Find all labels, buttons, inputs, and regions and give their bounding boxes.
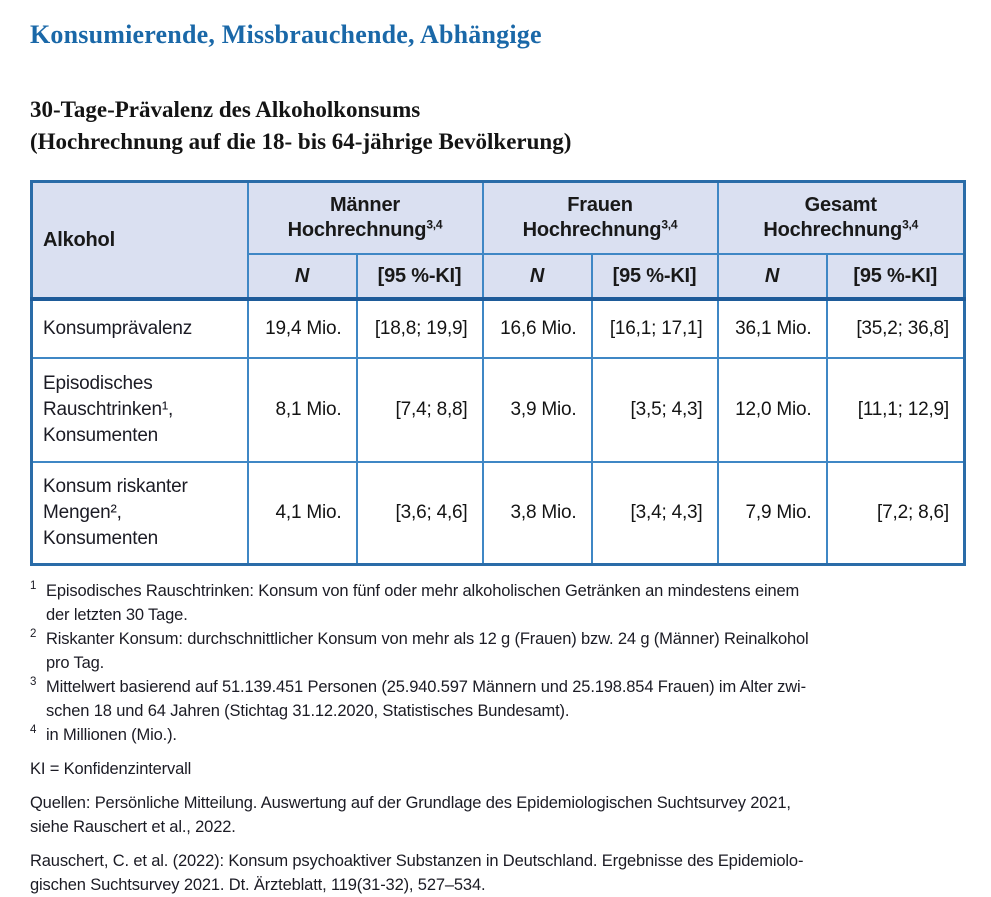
subheader-frauen-ki: [95 %-KI] xyxy=(590,253,719,301)
table-row-riskanter-konsum: Konsum riskanter Mengen², Konsumenten 4,… xyxy=(30,461,966,566)
column-group-frauen: Frauen Hochrechnung3,4 xyxy=(481,180,719,255)
cell-frauen-n: 3,8 Mio. xyxy=(481,461,593,566)
footnote-1: 1 Episodisches Rauschtrinken: Konsum von… xyxy=(30,579,961,627)
column-group-gesamt: Gesamt Hochrechnung3,4 xyxy=(716,180,966,255)
cell-gesamt-ki: [35,2; 36,8] xyxy=(825,298,966,359)
subheader-maenner-n: N xyxy=(246,253,358,301)
group-title-maenner: Männer xyxy=(330,194,400,216)
footnote-3: 3 Mittelwert basierend auf 51.139.451 Pe… xyxy=(30,675,961,723)
footnote-marker: 1 xyxy=(30,580,37,592)
footnote-text: Mittelwert basierend auf 51.139.451 Pers… xyxy=(46,678,806,720)
footnote-marker: 3 xyxy=(30,676,37,688)
group-title-gesamt: Gesamt xyxy=(804,194,877,216)
cell-gesamt-n: 7,9 Mio. xyxy=(716,461,828,566)
footnote-ref-gesamt: 3,4 xyxy=(902,217,919,232)
cell-maenner-n: 8,1 Mio. xyxy=(246,357,358,463)
table-row-rauschtrinken: Episodisches Rauschtrinken¹, Konsumenten… xyxy=(30,357,966,463)
footnote-text: Riskanter Konsum: durchschnittlicher Kon… xyxy=(46,630,809,672)
group-subtitle-frauen: Hochrechnung xyxy=(522,219,662,241)
footnote-ref-maenner: 3,4 xyxy=(426,217,443,232)
table-title: 30-Tage-Prävalenz des Alkoholkonsums (Ho… xyxy=(30,97,572,154)
cell-maenner-ki: [7,4; 8,8] xyxy=(355,357,484,463)
subheader-maenner-ki: [95 %-KI] xyxy=(355,253,484,301)
footnote-marker: 2 xyxy=(30,628,37,640)
source-quellen: Quellen: Persönliche Mitteilung. Auswert… xyxy=(30,794,791,836)
group-title-frauen: Frauen xyxy=(567,194,633,216)
footnote-text: in Millionen (Mio.). xyxy=(46,726,177,744)
footnote-2: 2 Riskanter Konsum: durchschnittlicher K… xyxy=(30,627,961,675)
cell-maenner-n: 4,1 Mio. xyxy=(246,461,358,566)
cell-maenner-ki: [3,6; 4,6] xyxy=(355,461,484,566)
cell-maenner-ki: [18,8; 19,9] xyxy=(355,298,484,359)
footnote-marker: 4 xyxy=(30,724,37,736)
cell-frauen-ki: [3,5; 4,3] xyxy=(590,357,719,463)
column-group-maenner: Männer Hochrechnung3,4 xyxy=(246,180,484,255)
cell-frauen-n: 16,6 Mio. xyxy=(481,298,593,359)
row-label: Konsum riskanter Mengen², Konsumenten xyxy=(30,461,249,566)
subheader-gesamt-ki: [95 %-KI] xyxy=(825,253,966,301)
cell-frauen-ki: [16,1; 17,1] xyxy=(590,298,719,359)
source-reference: Rauschert, C. et al. (2022): Konsum psyc… xyxy=(30,852,804,894)
cell-gesamt-n: 36,1 Mio. xyxy=(716,298,828,359)
footnotes-block: 1 Episodisches Rauschtrinken: Konsum von… xyxy=(30,579,961,747)
cell-maenner-n: 19,4 Mio. xyxy=(246,298,358,359)
prevalence-table: Alkohol Männer Hochrechnung3,4 Frauen Ho… xyxy=(30,180,966,566)
table-row-konsumpraevalenz: Konsumprävalenz 19,4 Mio. [18,8; 19,9] 1… xyxy=(30,298,966,359)
cell-gesamt-ki: [7,2; 8,6] xyxy=(825,461,966,566)
subheader-gesamt-n: N xyxy=(716,253,828,301)
cell-gesamt-n: 12,0 Mio. xyxy=(716,357,828,463)
page-title: Konsumierende, Missbrauchende, Abhängige xyxy=(30,20,542,49)
footnote-4: 4 in Millionen (Mio.). xyxy=(30,723,961,747)
group-subtitle-gesamt: Hochrechnung xyxy=(763,219,903,241)
group-subtitle-maenner: Hochrechnung xyxy=(287,219,427,241)
column-header-alkohol: Alkohol xyxy=(30,180,249,301)
row-label: Episodisches Rauschtrinken¹, Konsumenten xyxy=(30,357,249,463)
cell-frauen-n: 3,9 Mio. xyxy=(481,357,593,463)
subheader-frauen-n: N xyxy=(481,253,593,301)
footnote-text: Episodisches Rauschtrinken: Konsum von f… xyxy=(46,582,800,624)
footnote-ref-frauen: 3,4 xyxy=(661,217,678,232)
abbreviation-note: KI = Konfidenzintervall xyxy=(30,760,192,778)
cell-frauen-ki: [3,4; 4,3] xyxy=(590,461,719,566)
row-label: Konsumprävalenz xyxy=(30,298,249,359)
cell-gesamt-ki: [11,1; 12,9] xyxy=(825,357,966,463)
